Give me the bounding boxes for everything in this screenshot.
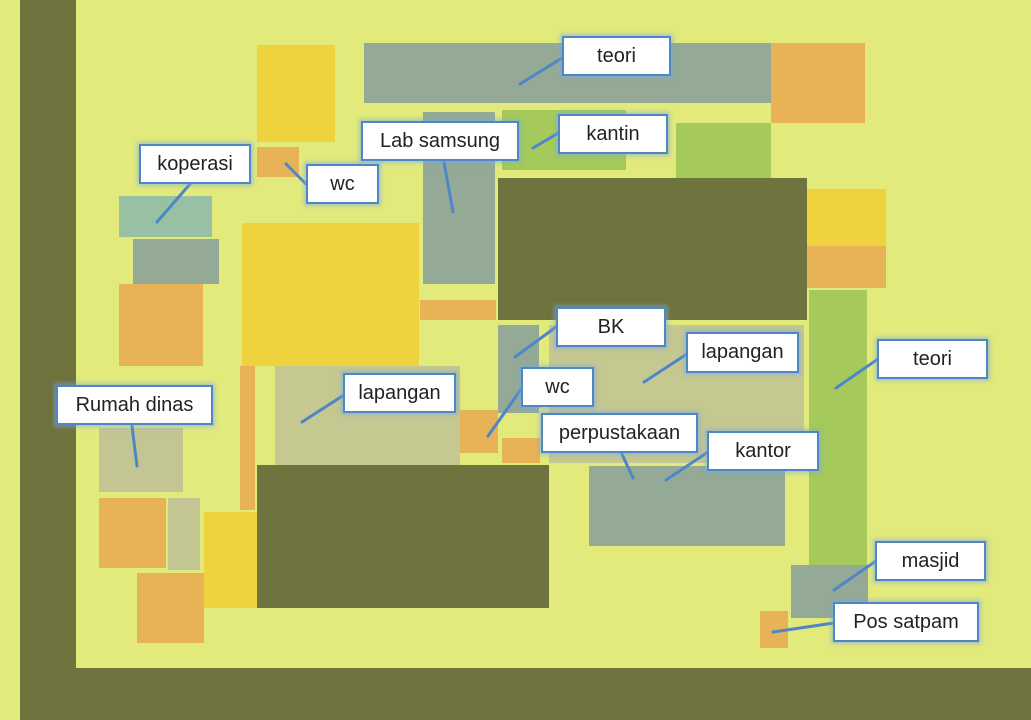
field-dark-center bbox=[498, 178, 807, 320]
label-wc-mid: wc bbox=[521, 367, 594, 407]
road-left bbox=[20, 0, 76, 720]
label-lapangan-left: lapangan bbox=[343, 373, 456, 413]
building-yellow-top bbox=[257, 45, 335, 142]
building-koperasi-2 bbox=[133, 239, 219, 284]
building-khaki-bottom-left bbox=[168, 498, 200, 570]
building-orange-bottom-left-2 bbox=[137, 573, 204, 643]
label-lapangan-right: lapangan bbox=[686, 332, 799, 373]
building-rumah-dinas bbox=[99, 428, 183, 492]
label-koperasi: koperasi bbox=[139, 144, 251, 184]
road-bottom bbox=[75, 668, 1031, 720]
label-masjid: masjid bbox=[875, 541, 986, 581]
label-wc-top: wc bbox=[306, 164, 379, 204]
label-rumah-dinas: Rumah dinas bbox=[56, 385, 213, 425]
building-kantor bbox=[589, 466, 785, 546]
label-pos-satpam: Pos satpam bbox=[833, 602, 979, 642]
building-yellow-bottom-left bbox=[204, 512, 257, 608]
building-wc-mid bbox=[460, 410, 498, 453]
building-yellow-center bbox=[242, 223, 419, 366]
building-pos-satpam bbox=[760, 611, 788, 648]
building-orange-right bbox=[807, 246, 886, 288]
building-yellow-right bbox=[807, 189, 886, 246]
label-teori-top: teori bbox=[562, 36, 671, 76]
building-orange-small-mid bbox=[502, 438, 540, 463]
building-green-top-right bbox=[676, 123, 771, 178]
label-teori-right: teori bbox=[877, 339, 988, 379]
building-orange-bottom-left-1 bbox=[99, 498, 166, 568]
label-perpustakaan: perpustakaan bbox=[541, 413, 698, 453]
building-orange-left bbox=[119, 284, 203, 366]
label-kantor: kantor bbox=[707, 431, 819, 471]
label-kantin: kantin bbox=[558, 114, 668, 154]
strip-orange-vertical bbox=[240, 366, 255, 510]
building-koperasi bbox=[119, 196, 212, 237]
label-lab-samsung: Lab samsung bbox=[361, 121, 519, 161]
building-teori-right bbox=[809, 290, 867, 570]
building-wc-top bbox=[257, 147, 299, 177]
field-dark-bottom bbox=[257, 465, 549, 608]
strip-orange-center bbox=[420, 300, 496, 320]
label-bk: BK bbox=[556, 307, 666, 347]
building-orange-top-right bbox=[771, 43, 865, 123]
